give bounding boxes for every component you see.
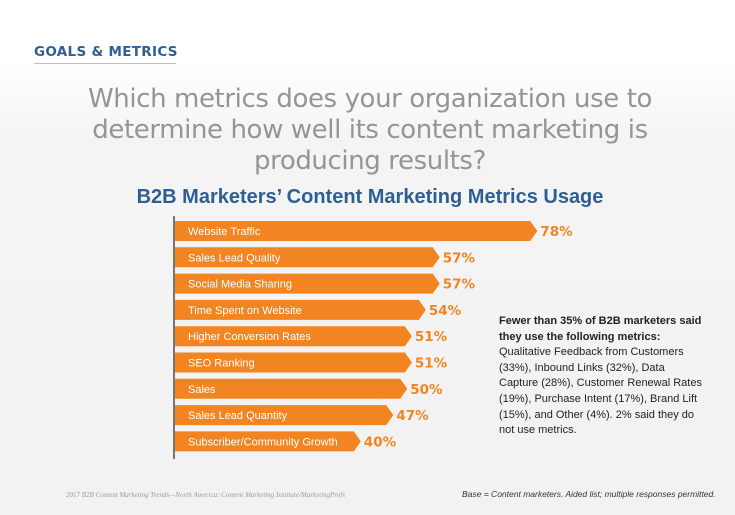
survey-question: Which metrics does your organization use… <box>87 84 653 176</box>
bar-category-label: Subscriber/Community Growth <box>188 436 338 448</box>
bar-value-label: 54% <box>429 303 462 319</box>
bar-sales-lead-quality <box>175 247 440 268</box>
bar-sales <box>175 378 408 399</box>
bar-value-label: 40% <box>364 434 397 450</box>
bar-value-label: 78% <box>540 224 573 240</box>
footnote-callout-lead: Fewer than 35% of B2B marketers said the… <box>499 315 702 343</box>
bar-value-label: 57% <box>443 250 476 266</box>
bar-category-label: SEO Ranking <box>188 358 255 370</box>
bar-value-label: 51% <box>415 329 448 345</box>
bar-category-label: Sales <box>188 384 216 396</box>
bar-time-spent-on-website <box>175 299 426 320</box>
bar-category-label: Sales Lead Quantity <box>188 410 288 422</box>
section-label: GOALS & METRICS <box>34 44 178 60</box>
bar-value-label: 51% <box>415 356 448 372</box>
section-divider <box>34 63 176 64</box>
bar-category-label: Website Traffic <box>188 226 261 238</box>
bar-category-label: Time Spent on Website <box>188 305 302 317</box>
bar-higher-conversion-rates <box>175 326 412 347</box>
bar-website-traffic <box>175 221 538 241</box>
bar-social-media-sharing <box>175 273 440 294</box>
bar-value-label: 57% <box>443 277 476 293</box>
bar-category-label: Sales Lead Quality <box>188 252 281 264</box>
chart-title: B2B Marketers’ Content Marketing Metrics… <box>136 186 604 208</box>
bar-sales-lead-quantity <box>175 405 394 426</box>
base-note: Base = Content marketers. Aided list; mu… <box>462 489 716 499</box>
bar-seo-ranking <box>175 352 412 373</box>
bar-category-label: Higher Conversion Rates <box>188 331 311 343</box>
bar-category-label: Social Media Sharing <box>188 279 292 291</box>
footnote-callout: Fewer than 35% of B2B marketers said the… <box>499 314 704 439</box>
source-citation: 2017 B2B Content Marketing Trends—North … <box>66 491 345 499</box>
bar-value-label: 47% <box>396 408 429 424</box>
bar-value-label: 50% <box>410 382 443 398</box>
footnote-callout-body: Qualitative Feedback from Customers (33%… <box>499 346 702 437</box>
bar-subscriber-community-growth <box>175 431 361 452</box>
